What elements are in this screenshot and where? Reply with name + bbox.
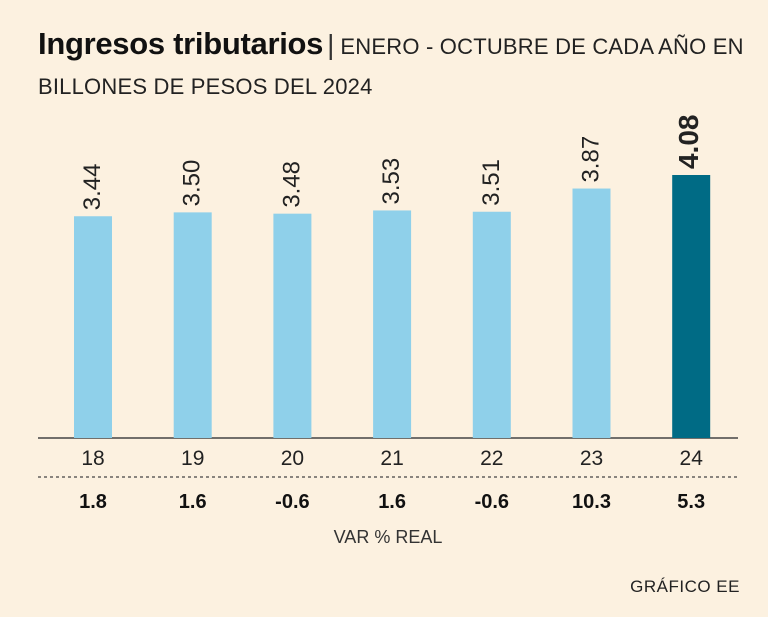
- graphic-credit: GRÁFICO EE: [630, 577, 740, 596]
- variation-value-23: 10.3: [572, 491, 611, 513]
- category-label-23: 23: [580, 447, 603, 470]
- chart-subtitle-line-2: BILLONES DE PESOS DEL 2024: [38, 74, 373, 99]
- variation-value-18: 1.8: [79, 491, 107, 513]
- bar-24: [672, 175, 711, 438]
- bar-20: [273, 213, 312, 438]
- category-label-24: 24: [680, 447, 704, 470]
- variation-value-19: 1.6: [179, 491, 207, 513]
- chart-title: Ingresos tributarios: [38, 26, 324, 61]
- variation-value-22: -0.6: [475, 491, 509, 513]
- value-label-21: 3.53: [378, 158, 405, 205]
- bar-23: [572, 188, 611, 438]
- value-label-18: 3.44: [79, 164, 106, 211]
- category-label-21: 21: [380, 447, 403, 470]
- bar-19: [173, 212, 212, 438]
- variation-value-21: 1.6: [378, 491, 406, 513]
- value-label-19: 3.50: [179, 160, 206, 207]
- category-label-19: 19: [181, 447, 204, 470]
- variation-value-24: 5.3: [677, 491, 705, 513]
- variation-axis-label: VAR % REAL: [334, 527, 443, 547]
- bar-21: [373, 210, 412, 438]
- category-label-22: 22: [480, 447, 503, 470]
- bar-18: [74, 216, 112, 438]
- bar-22: [472, 211, 511, 438]
- title-line: Ingresos tributarios | ENERO - OCTUBRE DE …: [38, 26, 744, 62]
- category-label-20: 20: [281, 447, 304, 470]
- value-label-22: 3.51: [478, 159, 505, 206]
- chart-subtitle-line-1: ENERO - OCTUBRE DE CADA AÑO EN: [340, 34, 744, 59]
- value-label-23: 3.87: [578, 136, 605, 183]
- value-label-24: 4.08: [673, 115, 704, 170]
- title-separator: |: [327, 29, 335, 60]
- value-label-20: 3.48: [278, 161, 305, 208]
- variation-value-20: -0.6: [275, 491, 309, 513]
- category-label-18: 18: [81, 447, 104, 470]
